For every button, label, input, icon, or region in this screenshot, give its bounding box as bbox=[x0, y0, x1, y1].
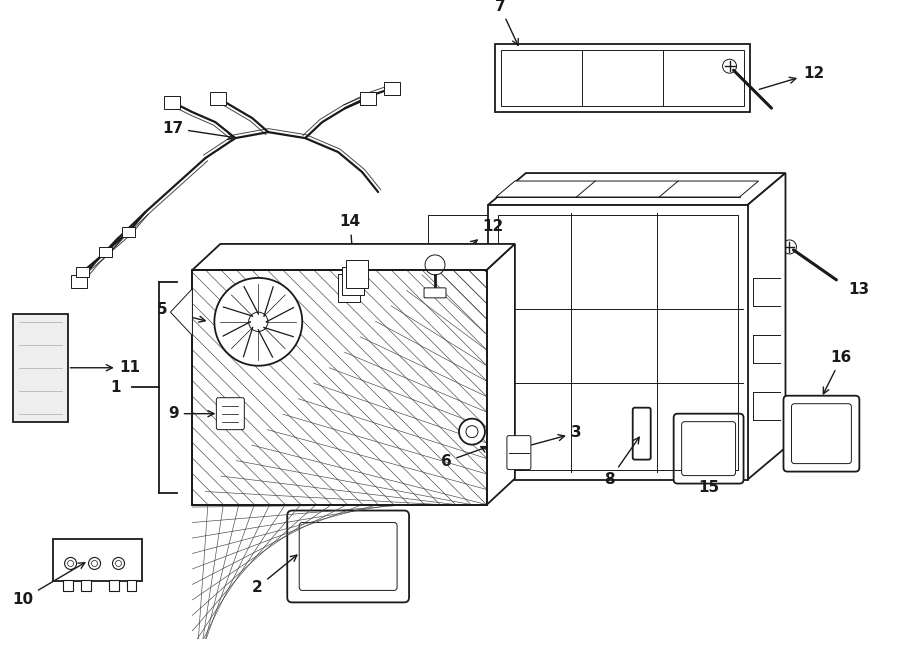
Text: 15: 15 bbox=[698, 480, 719, 495]
FancyBboxPatch shape bbox=[681, 422, 735, 475]
Text: 12: 12 bbox=[760, 65, 824, 89]
Bar bbox=[428, 215, 493, 465]
Bar bbox=[193, 270, 487, 504]
Bar bbox=[70, 276, 86, 288]
Circle shape bbox=[466, 426, 478, 438]
Text: 14: 14 bbox=[339, 214, 361, 258]
Bar bbox=[501, 50, 743, 106]
Circle shape bbox=[459, 418, 485, 445]
Text: 9: 9 bbox=[168, 406, 214, 421]
Polygon shape bbox=[748, 173, 786, 480]
Circle shape bbox=[68, 561, 74, 566]
FancyBboxPatch shape bbox=[287, 510, 410, 602]
Circle shape bbox=[214, 278, 302, 366]
FancyBboxPatch shape bbox=[216, 398, 244, 430]
Bar bbox=[76, 267, 89, 277]
FancyBboxPatch shape bbox=[299, 522, 397, 590]
Polygon shape bbox=[170, 289, 193, 336]
Text: 5: 5 bbox=[158, 302, 205, 322]
Bar bbox=[165, 96, 180, 108]
Bar bbox=[495, 44, 750, 112]
Text: 17: 17 bbox=[162, 120, 234, 139]
FancyBboxPatch shape bbox=[784, 396, 860, 471]
Bar bbox=[193, 270, 487, 504]
Circle shape bbox=[782, 240, 796, 254]
Bar bbox=[109, 580, 119, 592]
Text: 11: 11 bbox=[70, 360, 140, 375]
Circle shape bbox=[65, 557, 76, 569]
Text: 3: 3 bbox=[532, 425, 582, 445]
Text: 16: 16 bbox=[824, 350, 852, 394]
Bar bbox=[63, 580, 73, 592]
Text: 12: 12 bbox=[449, 219, 504, 263]
Polygon shape bbox=[193, 244, 515, 270]
Text: 8: 8 bbox=[605, 437, 639, 487]
Bar bbox=[360, 92, 376, 104]
Bar bbox=[342, 267, 364, 295]
Bar bbox=[99, 247, 112, 257]
Text: 13: 13 bbox=[849, 282, 870, 297]
Bar bbox=[52, 539, 142, 582]
Text: 4: 4 bbox=[481, 447, 526, 474]
Circle shape bbox=[92, 561, 97, 566]
Polygon shape bbox=[496, 181, 759, 197]
Circle shape bbox=[112, 557, 124, 569]
Text: 10: 10 bbox=[12, 563, 85, 607]
Bar bbox=[346, 260, 368, 288]
Text: 1: 1 bbox=[111, 379, 121, 395]
FancyBboxPatch shape bbox=[633, 408, 651, 459]
Bar bbox=[127, 580, 137, 592]
Polygon shape bbox=[488, 173, 786, 205]
Circle shape bbox=[723, 59, 736, 73]
Bar bbox=[81, 580, 91, 592]
Circle shape bbox=[248, 312, 268, 331]
Circle shape bbox=[425, 255, 445, 275]
Bar bbox=[338, 274, 360, 302]
Bar bbox=[498, 215, 738, 469]
Circle shape bbox=[115, 561, 122, 566]
FancyBboxPatch shape bbox=[507, 436, 531, 469]
Bar bbox=[13, 314, 68, 422]
Bar bbox=[122, 227, 135, 237]
FancyBboxPatch shape bbox=[791, 404, 851, 463]
Bar bbox=[211, 92, 226, 104]
Polygon shape bbox=[487, 244, 515, 504]
FancyBboxPatch shape bbox=[424, 288, 446, 298]
Text: 7: 7 bbox=[495, 0, 518, 46]
Text: 2: 2 bbox=[252, 555, 297, 595]
FancyBboxPatch shape bbox=[674, 414, 743, 484]
Text: 6: 6 bbox=[441, 440, 504, 469]
Bar bbox=[488, 205, 748, 480]
Circle shape bbox=[88, 557, 101, 569]
Bar bbox=[384, 82, 400, 95]
